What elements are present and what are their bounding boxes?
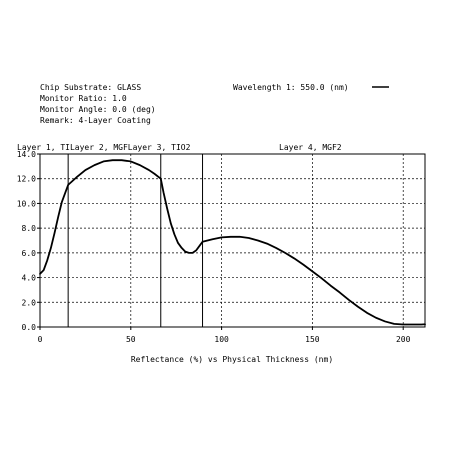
y-tick-label: 14.0 xyxy=(17,150,36,159)
monitor-angle-label: Monitor Angle: 0.0 (deg) xyxy=(40,105,156,114)
ticks-layer xyxy=(37,153,404,330)
y-tick-label: 2.0 xyxy=(22,298,37,307)
remark-label: Remark: 4-Layer Coating xyxy=(40,116,151,125)
layers-label-primary: Layer 1, TILayer 2, MGFLayer 3, TIO2 xyxy=(17,143,191,152)
tick-labels-layer: 0.0 2.0 4.0 6.0 8.0 10.0 12.0 14.0 0 50 100 150 200 xyxy=(17,150,411,344)
layer-boundaries xyxy=(67,154,204,327)
legend-label: Wavelength 1: 550.0 (nm) xyxy=(233,83,349,92)
y-tick-label: 8.0 xyxy=(22,224,37,233)
layers-label-last: Layer 4, MGF2 xyxy=(279,143,342,152)
y-tick-label: 0.0 xyxy=(22,323,37,332)
x-tick-label: 150 xyxy=(305,335,320,344)
x-tick-label: 100 xyxy=(214,335,229,344)
x-axis-label: Reflectance (%) vs Physical Thickness (n… xyxy=(131,355,333,364)
x-tick-label: 50 xyxy=(126,335,136,344)
x-tick-label: 200 xyxy=(396,335,411,344)
monitor-ratio-label: Monitor Ratio: 1.0 xyxy=(40,94,127,103)
plot-frame xyxy=(39,153,426,328)
grid-layer xyxy=(40,154,425,327)
y-tick-label: 12.0 xyxy=(17,175,36,184)
substrate-label: Chip Substrate: GLASS xyxy=(40,83,141,92)
y-tick-label: 10.0 xyxy=(17,199,36,208)
y-tick-label: 6.0 xyxy=(22,249,37,258)
y-tick-label: 4.0 xyxy=(22,274,37,283)
reflectance-series-line xyxy=(39,159,426,326)
x-tick-label: 0 xyxy=(38,335,43,344)
